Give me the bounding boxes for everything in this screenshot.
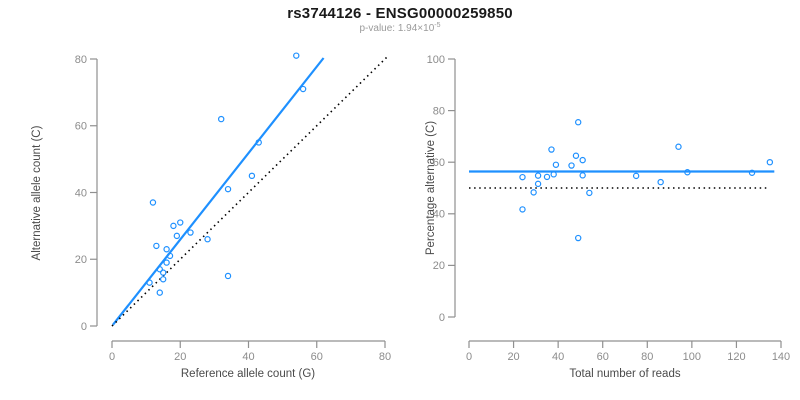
x-tick-label: 40 [552,351,564,363]
p-value-text: p-value: 1.94×10 [359,23,435,34]
data-point [170,222,177,230]
x-tick-label: 60 [597,351,609,363]
data-point [548,146,555,153]
data-point [519,173,526,181]
data-point [586,189,593,197]
y-tick-label: 20 [433,260,445,272]
y-tick-label: 60 [75,121,87,133]
y-tick-label: 60 [433,157,445,169]
data-point [163,259,170,266]
data-point [684,169,691,176]
page-title: rs3744126 - ENSG00000259850 [287,5,513,22]
data-point [166,252,174,260]
data-point [657,178,664,186]
data-point [766,158,774,166]
y-tick-label: 0 [439,312,445,324]
p-value-subtitle: p-value: 1.94×10-5 [0,22,800,34]
y-tick-label: 80 [75,54,87,66]
data-point [177,219,184,226]
fit-line [112,57,325,326]
data-point [632,172,640,180]
x-tick-label: 60 [311,351,323,363]
y-tick-label: 20 [75,254,87,266]
x-tick-label: 80 [379,351,391,363]
data-point [163,246,170,253]
x-tick-label: 140 [772,351,790,363]
data-point [204,236,211,243]
x-tick-label: 20 [174,351,186,363]
data-point [173,232,181,240]
data-point [159,276,167,283]
right-scatter-plot: Total number of reads Percentage alterna… [425,54,790,380]
data-point [224,272,232,280]
data-point [530,189,537,196]
x-tick-label: 0 [109,351,115,363]
data-point [534,172,542,179]
data-point [543,173,551,181]
data-point [156,266,163,273]
x-tick-label: 100 [683,351,701,363]
y-tick-label: 80 [433,105,445,117]
data-point [550,171,557,178]
data-point [575,234,582,242]
p-value-exponent: -5 [434,22,441,29]
y-tick-label: 40 [75,187,87,199]
data-point [255,139,262,146]
data-point [224,185,232,193]
data-point [187,229,194,236]
left-x-axis-label: Reference allele count (G) [181,368,315,380]
data-point [552,161,560,168]
data-point [146,279,153,286]
data-point [293,52,300,59]
x-tick-label: 0 [466,351,472,363]
data-point [675,143,682,150]
y-tick-label: 0 [81,321,87,333]
data-point [156,289,163,296]
x-tick-label: 120 [727,351,745,363]
left-y-axis-label: Alternative allele count (C) [31,125,43,260]
data-point [579,156,586,164]
left-scatter-plot: Reference allele count (G) Alternative a… [31,52,391,380]
data-point [248,172,256,180]
data-point [217,115,225,123]
data-point [575,119,582,126]
right-x-axis-label: Total number of reads [569,368,680,380]
data-point [579,172,586,179]
x-tick-label: 20 [507,351,519,363]
x-tick-label: 80 [641,351,653,363]
data-point [534,180,542,188]
x-tick-label: 40 [242,351,254,363]
data-point [568,162,575,169]
right-y-axis-label: Percentage alternative (C) [425,121,437,255]
data-point [149,199,157,206]
data-point [159,269,167,276]
data-point [519,206,526,213]
y-tick-label: 100 [427,54,445,66]
data-point [299,85,307,93]
data-point [572,152,580,159]
y-tick-label: 40 [433,209,445,221]
data-point [153,242,160,250]
identity-line [111,55,389,327]
data-point [748,169,756,176]
